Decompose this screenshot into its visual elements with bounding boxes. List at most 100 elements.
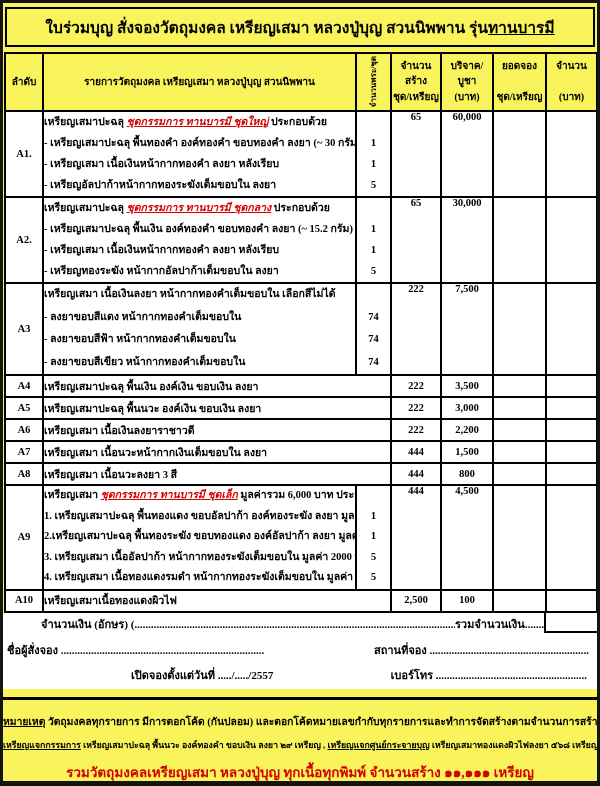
col-header-no: ลำดับ bbox=[4, 52, 44, 112]
committee-coins-text: เหรียญเสมาปะฉลุ พื้นนวะ องค์ทองคำ ขอบเงิ… bbox=[80, 740, 328, 750]
item-text: เหรียญเสมา เนื้อนวะหน้ากากเงินเต็มขอบใน … bbox=[42, 440, 392, 464]
row-no: A2. bbox=[4, 196, 44, 284]
qty-value: 1 bbox=[370, 224, 377, 235]
amount-cell[interactable] bbox=[545, 440, 597, 464]
made-cell: 65 bbox=[390, 196, 442, 284]
reserved-cell[interactable] bbox=[492, 282, 547, 376]
row-no: A8 bbox=[4, 462, 44, 486]
table-header-row: ลำดับ รายการวัตถุมงคล เหรียญเสมา หลวงปู่… bbox=[4, 52, 597, 112]
reserved-label-1: ยอดจอง bbox=[501, 61, 538, 72]
amount-cell[interactable] bbox=[545, 484, 597, 591]
row-no: A4 bbox=[4, 374, 44, 398]
footer-notes: หมายเหตุ วัตถุมงคลทุกรายการ มีการตอกโค้ด… bbox=[3, 697, 597, 781]
col-header-qty-per-set: จำนวนพระ/ชุด bbox=[355, 52, 392, 112]
row-a3-qty: 74 74 74 bbox=[355, 282, 392, 376]
table-row-a8: A8 เหรียญเสมา เนื้อนวะลงยา 3 สี 444 800 bbox=[4, 462, 597, 486]
made-cell: 444 bbox=[390, 462, 442, 486]
price-cell: 4,500 bbox=[440, 484, 494, 591]
price-cell: 800 bbox=[440, 462, 494, 486]
made-cell: 65 bbox=[390, 110, 442, 198]
row-no: A1. bbox=[4, 110, 44, 198]
price-cell: 3,000 bbox=[440, 396, 494, 420]
made-cell: 444 bbox=[390, 484, 442, 591]
footer-committee-line: เหรียญแจกกรรมการ เหรียญเสมาปะฉลุ พื้นนวะ… bbox=[3, 738, 597, 752]
amount-cell[interactable] bbox=[545, 462, 597, 486]
item-text: เหรียญเสมา เนื้อนวะลงยา 3 สี bbox=[42, 462, 392, 486]
reserved-cell[interactable] bbox=[492, 396, 547, 420]
amount-cell[interactable] bbox=[545, 282, 597, 376]
amount-in-words-field[interactable]: จำนวนเงิน (อักษร) (.....................… bbox=[41, 618, 557, 631]
row-a1-items: เหรียญเสมาปะฉลุ ชุดกรรมการ ทานบารมี ชุดใ… bbox=[42, 110, 357, 198]
item-head: เหรียญเสมาปะฉลุ bbox=[44, 203, 127, 214]
price-cell: 7,500 bbox=[440, 282, 494, 376]
qty-per-set-vertical-label: จำนวนพระ/ชุด bbox=[369, 56, 378, 108]
qty-value: 1 bbox=[370, 159, 377, 170]
qty-value: 74 bbox=[368, 311, 379, 323]
amount-cell[interactable] bbox=[545, 196, 597, 284]
item-text: เหรียญเสมา เนื้อเงินลงยาราชาวดี bbox=[42, 418, 392, 442]
amount-label-1: จำนวน bbox=[556, 61, 587, 72]
qty-value: 5 bbox=[370, 180, 377, 191]
col-header-price: บริจาค/บูชา (บาท) bbox=[440, 52, 494, 112]
table-row-a10: A10 เหรียญเสมาเนื้อทองแดงผิวไฟ 2,500 100 bbox=[4, 588, 597, 613]
note-text: วัตถุมงคลทุกรายการ มีการตอกโค้ด (กันปลอม… bbox=[47, 717, 598, 728]
item-line: - เหรียญอัลปาก้าหน้ากากทองระฆังเต็มขอบใน… bbox=[44, 180, 277, 191]
items-table: ลำดับ รายการวัตถุมงคล เหรียญเสมา หลวงปู่… bbox=[4, 52, 597, 613]
item-line: - เหรียญเสมา เนื้อเงินหน้ากากทองคำ ลงยา … bbox=[44, 159, 280, 170]
amount-cell[interactable] bbox=[545, 110, 597, 198]
order-place-field[interactable]: สถานที่จอง .............................… bbox=[374, 644, 589, 657]
price-label-2: (บาท) bbox=[454, 92, 480, 103]
made-cell: 222 bbox=[390, 418, 442, 442]
col-header-made: จำนวนสร้าง ชุด/เหรียญ bbox=[390, 52, 442, 112]
price-cell: 2,200 bbox=[440, 418, 494, 442]
reserved-cell[interactable] bbox=[492, 440, 547, 464]
reserved-cell[interactable] bbox=[492, 110, 547, 198]
set-name-red: ชุดกรรมการ ทานบารมี ชุดใหญ่ bbox=[126, 117, 269, 128]
orderer-name-field[interactable]: ชื่อผู้สั่งจอง .........................… bbox=[7, 644, 265, 657]
item-text: เหรียญเสมาปะฉลุ พื้นนวะ องค์เงิน ขอบเงิน… bbox=[42, 396, 392, 420]
item-line: - ลงยาขอบสีฟ้า หน้ากากทองคำเต็มขอบใน bbox=[44, 334, 236, 345]
row-no: A3 bbox=[4, 282, 44, 376]
table-row-a2: A2. เหรียญเสมาปะฉลุ ชุดกรรมการ ทานบารมี … bbox=[4, 196, 597, 284]
qty-value: 5 bbox=[370, 551, 377, 563]
amount-cell[interactable] bbox=[545, 418, 597, 442]
grand-total-box[interactable] bbox=[544, 612, 597, 633]
footer-total-line: รวมวัตถุมงคลเหรียญเสมา หลวงปู่บุญ ทุกเนื… bbox=[66, 765, 534, 780]
amount-label-2: (บาท) bbox=[558, 92, 585, 103]
item-line: - เหรียญทองระฆัง หน้ากากอัลปาก้าเต็มขอบใ… bbox=[44, 266, 279, 277]
price-label-1: บริจาค/บูชา bbox=[450, 61, 484, 87]
phone-field[interactable]: เบอร์โทร ...............................… bbox=[390, 669, 587, 682]
price-cell: 100 bbox=[440, 588, 494, 613]
reserved-cell[interactable] bbox=[492, 418, 547, 442]
qty-value: 74 bbox=[368, 356, 379, 368]
item-line: - เหรียญเสมา เนื้อเงินหน้ากากทองคำ ลงยา … bbox=[44, 245, 280, 256]
row-a2-items: เหรียญเสมาปะฉลุ ชุดกรรมการ ทานบารมี ชุดก… bbox=[42, 196, 357, 284]
made-cell: 2,500 bbox=[390, 588, 442, 613]
row-no: A10 bbox=[4, 588, 44, 613]
item-text: เหรียญเสมาปะฉลุ พื้นเงิน องค์เงิน ขอบเงิ… bbox=[42, 374, 392, 398]
reserved-cell[interactable] bbox=[492, 462, 547, 486]
qty-value: 1 bbox=[370, 245, 377, 256]
item-head-suffix: ประกอบด้วย bbox=[268, 117, 328, 128]
reserved-cell[interactable] bbox=[492, 374, 547, 398]
price-cell: 1,500 bbox=[440, 440, 494, 464]
item-line: 1. เหรียญเสมาปะฉลุ พื้นทองแดง ขอบอัลปาก้… bbox=[44, 510, 355, 522]
reserved-cell[interactable] bbox=[492, 196, 547, 284]
amount-cell[interactable] bbox=[545, 374, 597, 398]
reserved-cell[interactable] bbox=[492, 484, 547, 591]
reserved-label-2: ชุด/เหรียญ bbox=[496, 92, 543, 103]
page-title: ใบร่วมบุญ สั่งจองวัตถุมงคล เหรียญเสมา หล… bbox=[5, 7, 595, 47]
row-a9-items: เหรียญเสมา ชุดกรรมการ ทานบารมี ชุดเล็ก ม… bbox=[42, 484, 357, 591]
amount-cell[interactable] bbox=[545, 396, 597, 420]
item-line: 2.เหรียญเสมาปะฉลุ พื้นทองระฆัง ขอบทองแดง… bbox=[44, 531, 354, 542]
reserved-cell[interactable] bbox=[492, 588, 547, 613]
qty-value: 5 bbox=[370, 572, 377, 583]
item-line: 4. เหรียญเสมา เนื้อทองแดงรมดำ หน้ากากทอง… bbox=[44, 572, 354, 583]
qty-value: 1 bbox=[370, 510, 377, 522]
qty-value: 1 bbox=[370, 138, 377, 149]
amount-cell[interactable] bbox=[545, 588, 597, 613]
made-cell: 222 bbox=[390, 374, 442, 398]
open-date-field[interactable]: เปิดจองตั้งแต่วันที่ ...../...../2557 bbox=[131, 669, 274, 682]
qty-value: 5 bbox=[370, 266, 377, 277]
